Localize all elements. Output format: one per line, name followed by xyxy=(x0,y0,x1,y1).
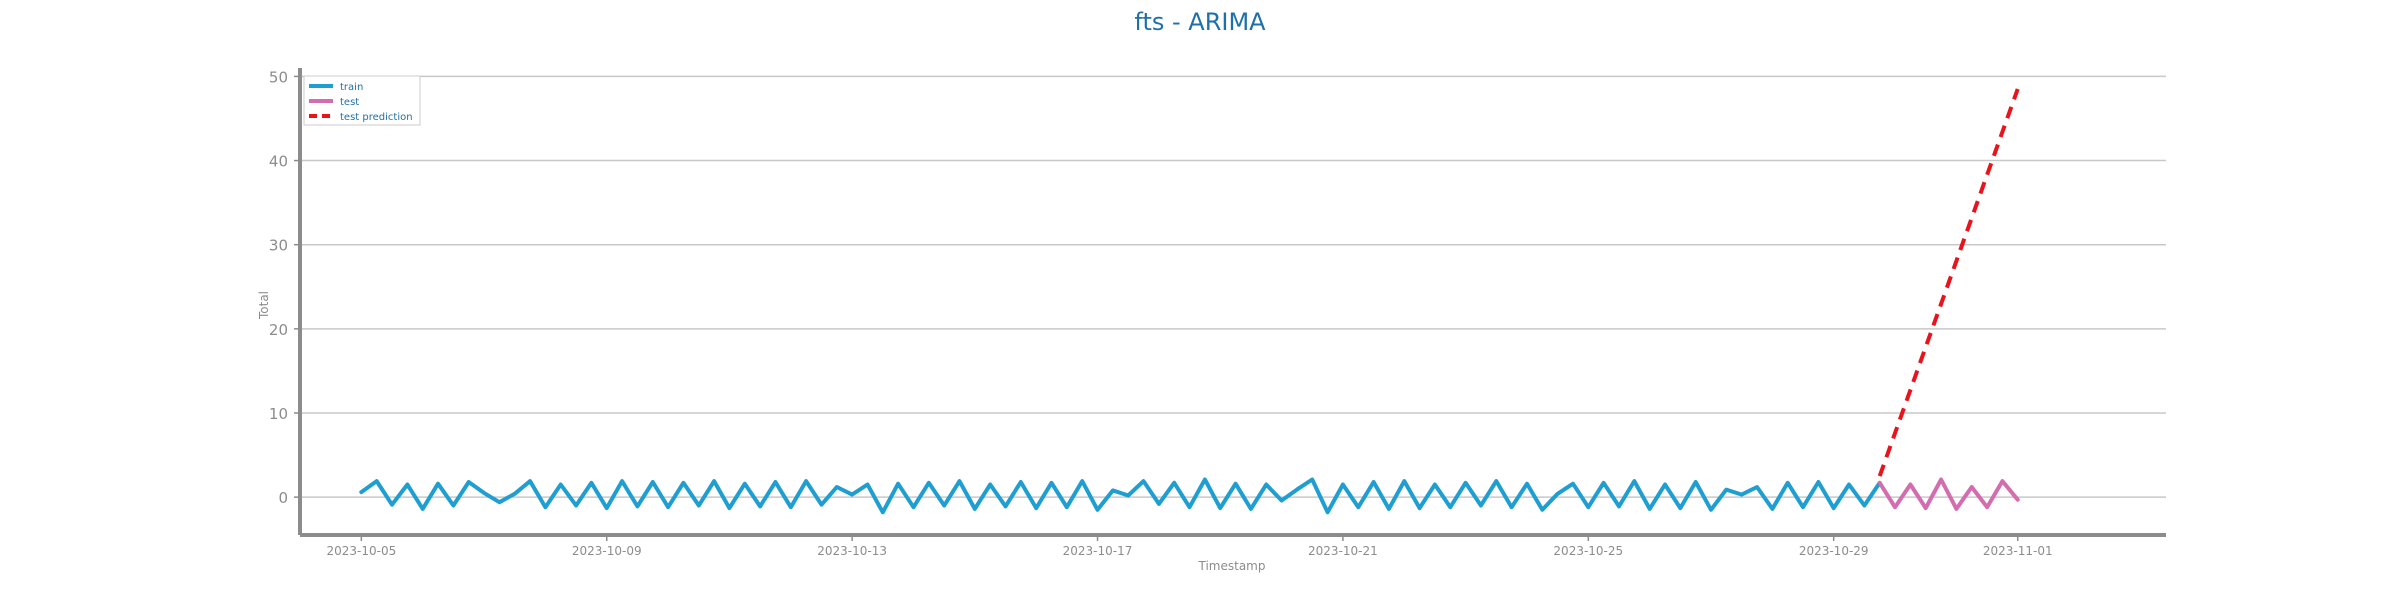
series-line-test-prediction xyxy=(1877,88,2020,477)
legend-label-prediction: test prediction xyxy=(340,112,413,123)
y-tick-labels: 0 10 20 30 40 50 xyxy=(269,68,300,507)
legend: train test test prediction xyxy=(303,75,421,126)
legend-label-train: train xyxy=(340,82,363,93)
x-tick-label: 2023-11-01 xyxy=(1983,544,2053,558)
series-line-test xyxy=(1877,477,2020,511)
y-tick-label: 20 xyxy=(269,321,288,339)
legend-label-test: test xyxy=(340,97,359,108)
y-tick-label: 50 xyxy=(269,68,288,86)
y-tick-label: 0 xyxy=(278,489,288,507)
x-tick-labels: 2023-10-05 2023-10-09 2023-10-13 2023-10-17… xyxy=(326,535,2053,558)
x-tick-label: 2023-10-09 xyxy=(572,544,642,558)
x-tick-label: 2023-10-25 xyxy=(1553,544,1623,558)
x-axis-label: Timestamp xyxy=(1198,559,1266,573)
x-tick-label: 2023-10-17 xyxy=(1063,544,1133,558)
chart-title: fts - ARIMA xyxy=(1134,8,1266,36)
y-axis-label: Total xyxy=(257,291,271,320)
series-layer xyxy=(359,88,2020,515)
grid-layer xyxy=(300,75,2166,498)
x-tick-label: 2023-10-21 xyxy=(1308,544,1378,558)
x-tick-label: 2023-10-29 xyxy=(1799,544,1869,558)
axes-layer xyxy=(298,68,2166,537)
series-line-train xyxy=(359,477,1882,515)
y-tick-label: 40 xyxy=(269,153,288,171)
x-tick-label: 2023-10-13 xyxy=(817,544,887,558)
y-tick-label: 10 xyxy=(269,405,288,423)
x-tick-label: 2023-10-05 xyxy=(326,544,396,558)
y-tick-label: 30 xyxy=(269,237,288,255)
